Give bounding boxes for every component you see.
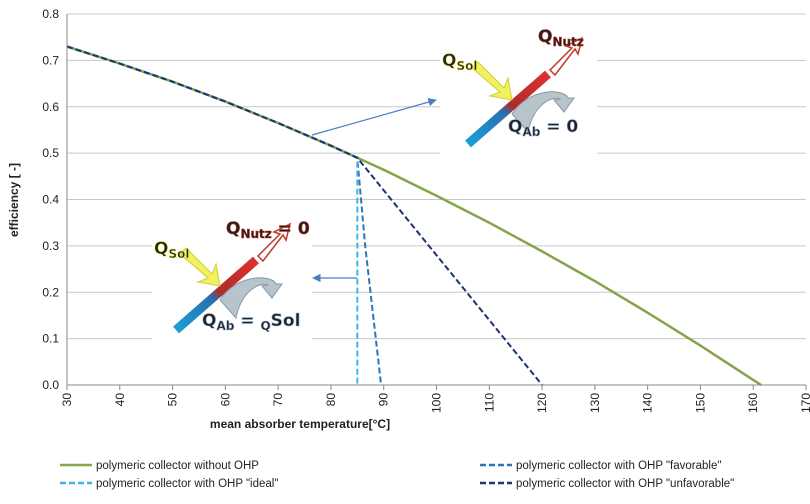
- x-tick-label: 150: [693, 393, 707, 413]
- label-text: Q: [442, 51, 456, 71]
- x-tick-label: 80: [324, 393, 338, 407]
- subscript: Sol: [456, 59, 477, 73]
- label-text: Q: [508, 117, 522, 137]
- y-tick-label: 0.5: [42, 146, 59, 160]
- y-tick-label: 0.7: [42, 53, 59, 67]
- nutz-arrow: [548, 36, 584, 77]
- x-tick-label: 170: [799, 393, 810, 413]
- x-tick-label: 30: [60, 393, 74, 407]
- x-tick-label: 160: [746, 393, 760, 413]
- legend-label: polymeric collector with OHP "ideal": [96, 478, 278, 490]
- label-text: Sol: [271, 311, 301, 331]
- x-tick-label: 140: [641, 393, 655, 413]
- series-line: [66, 45, 543, 386]
- subscript: Nutz: [240, 227, 271, 241]
- ab-arrow: [219, 277, 283, 320]
- inset-label: QSol: [442, 51, 477, 73]
- x-tick-label: 110: [482, 393, 496, 412]
- y-axis-title: efficiency [ -]: [7, 163, 21, 237]
- sol-arrow: [179, 247, 221, 287]
- y-tick-label: 0.0: [42, 378, 59, 392]
- x-tick-label: 100: [430, 393, 444, 413]
- pointer: [311, 98, 437, 136]
- label-text: = 0: [272, 219, 310, 239]
- x-tick-label: 120: [535, 393, 549, 413]
- legend-label: polymeric collector without OHP: [96, 460, 259, 472]
- x-tick-label: 50: [166, 393, 180, 407]
- label-text: =: [234, 311, 260, 331]
- nutz-arrow: [256, 222, 292, 263]
- x-tick-label: 90: [377, 393, 391, 407]
- inset-label: QAb = QSol: [202, 311, 300, 333]
- ab-arrow: [511, 91, 575, 134]
- subscript: Ab: [216, 319, 234, 333]
- absorber-bar: [173, 256, 259, 334]
- y-tick-label: 0.2: [42, 285, 59, 299]
- legend-label: polymeric collector with OHP "unfavorabl…: [516, 478, 734, 490]
- subscript: Q: [260, 319, 270, 333]
- axes: 0.0 0.1 0.2 0.3 0.4 0.5 0.6 0.7 0.8 30 40 50 60 70 80 9…: [42, 7, 810, 413]
- x-tick-label: 60: [218, 393, 232, 407]
- inset-label: QSol: [154, 239, 189, 261]
- legend-label: polymeric collector with OHP "favorable": [516, 460, 721, 472]
- label-text: Q: [538, 27, 552, 47]
- x-tick-label: 130: [588, 393, 602, 413]
- label-text: = 0: [540, 117, 578, 137]
- label-text: Q: [202, 311, 216, 331]
- y-tick-label: 0.8: [42, 7, 59, 21]
- lines: [66, 45, 762, 387]
- legend: polymeric collector without OHP polymeric…: [60, 460, 734, 490]
- x-tick-label: 40: [113, 393, 127, 407]
- inset-label: QNutz: [538, 27, 584, 49]
- label-text: Q: [154, 239, 168, 259]
- y-tick-label: 0.3: [42, 239, 59, 253]
- absorber-bar: [465, 70, 551, 148]
- x-axis-title: mean absorber temperature[°C]: [210, 417, 390, 431]
- subscript: Sol: [168, 247, 189, 261]
- y-tick-label: 0.1: [42, 332, 59, 346]
- label-text: Q: [226, 219, 240, 239]
- sol-arrow: [471, 61, 513, 101]
- inset-label: QNutz = 0: [226, 219, 310, 241]
- subscript: Ab: [522, 125, 540, 139]
- inset-label: QAb = 0: [508, 117, 578, 139]
- subscript: Nutz: [552, 35, 583, 49]
- y-tick-label: 0.4: [42, 193, 59, 207]
- x-tick-label: 70: [271, 393, 285, 407]
- y-tick-label: 0.6: [42, 100, 59, 114]
